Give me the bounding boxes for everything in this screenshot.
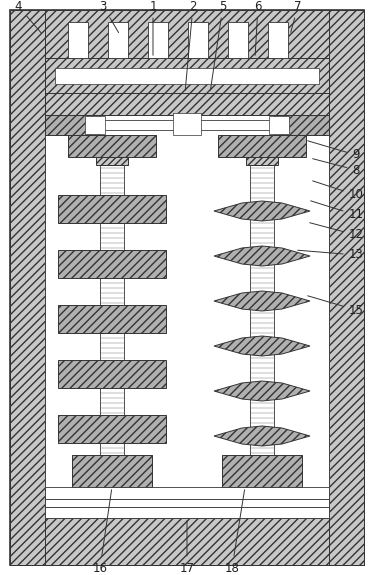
Bar xyxy=(55,68,319,84)
Bar xyxy=(218,135,306,157)
Bar xyxy=(58,195,166,223)
Bar xyxy=(100,120,274,130)
Bar xyxy=(222,455,302,487)
Bar xyxy=(173,113,201,135)
Text: 10: 10 xyxy=(313,181,364,201)
Bar xyxy=(269,116,289,134)
Bar xyxy=(228,22,248,58)
Bar xyxy=(68,22,88,58)
Polygon shape xyxy=(214,246,310,266)
Bar xyxy=(58,305,166,333)
Bar xyxy=(96,157,128,165)
Polygon shape xyxy=(214,426,310,446)
Bar xyxy=(45,507,329,518)
Text: 6: 6 xyxy=(254,0,262,55)
Text: 4: 4 xyxy=(14,0,41,33)
Text: 15: 15 xyxy=(308,296,364,316)
Bar xyxy=(58,415,166,443)
Polygon shape xyxy=(214,201,310,221)
Bar xyxy=(45,58,329,93)
Bar xyxy=(45,499,329,507)
Text: 1: 1 xyxy=(149,0,157,55)
Bar xyxy=(45,487,329,499)
Bar xyxy=(246,157,278,165)
Bar xyxy=(329,10,364,565)
Text: 3: 3 xyxy=(99,0,119,33)
Text: 5: 5 xyxy=(211,0,227,90)
Text: 9: 9 xyxy=(308,141,360,162)
Text: 7: 7 xyxy=(291,0,302,32)
Bar xyxy=(274,115,329,135)
Bar xyxy=(10,518,364,565)
Bar xyxy=(58,250,166,278)
Text: 17: 17 xyxy=(180,521,194,574)
Text: 13: 13 xyxy=(298,248,364,262)
Text: 11: 11 xyxy=(311,201,364,221)
Polygon shape xyxy=(214,336,310,356)
Bar xyxy=(45,58,329,518)
Bar xyxy=(72,455,152,487)
Bar xyxy=(100,165,124,455)
Bar xyxy=(45,93,329,115)
Text: 8: 8 xyxy=(313,159,360,177)
Bar xyxy=(250,165,274,455)
Bar xyxy=(68,135,156,157)
Bar xyxy=(268,22,288,58)
Bar xyxy=(10,10,45,565)
Text: 18: 18 xyxy=(224,490,245,574)
Bar xyxy=(188,22,208,58)
Text: 12: 12 xyxy=(310,223,364,242)
Bar xyxy=(10,10,364,58)
Polygon shape xyxy=(214,291,310,311)
Text: 2: 2 xyxy=(185,0,197,90)
Bar xyxy=(58,360,166,388)
Text: 16: 16 xyxy=(92,490,111,574)
Bar xyxy=(108,22,128,58)
Bar xyxy=(148,22,168,58)
Bar xyxy=(45,115,100,135)
Bar xyxy=(85,116,105,134)
Polygon shape xyxy=(214,381,310,401)
